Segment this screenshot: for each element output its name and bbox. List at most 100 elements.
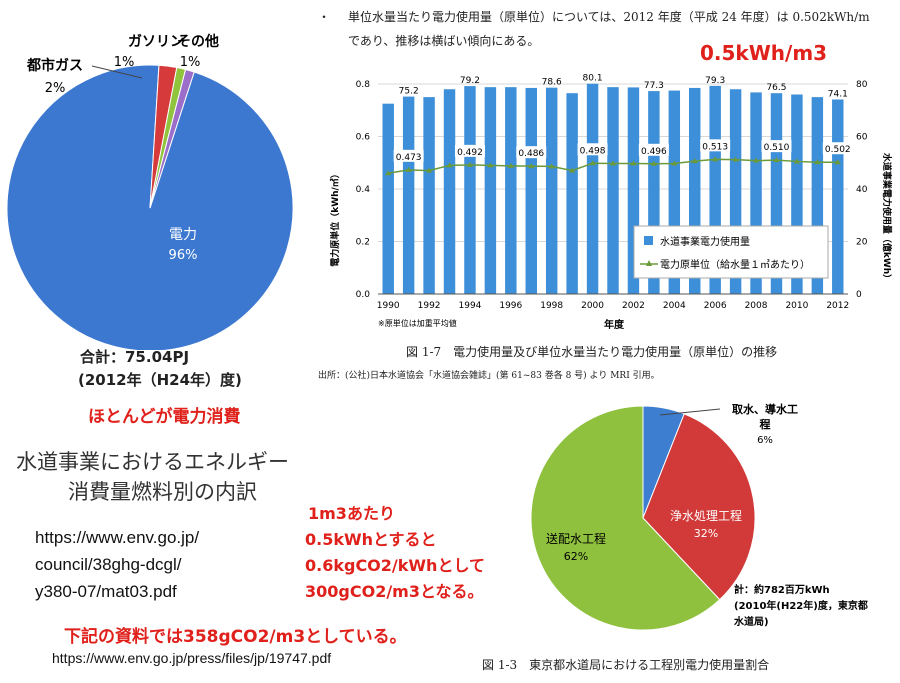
- legend-bar-label: 水道事業電力使用量: [660, 235, 750, 248]
- line-point-2011: [814, 159, 821, 165]
- bullet: ・: [318, 10, 331, 24]
- bar-2000: [586, 83, 599, 294]
- line-label-bg: [393, 149, 424, 162]
- bar-line-chart: 75.2 79.2 78.6 80.1 77.3 79.3 76.5 74.1 0.473 0.…: [329, 74, 893, 331]
- line-label-bg: [638, 143, 669, 156]
- calc-line4: 300gCO2/m3となる。: [305, 582, 484, 601]
- line-point-1991: [405, 166, 412, 172]
- line-point-2000: [589, 160, 596, 166]
- bar-2012: [832, 99, 844, 294]
- bar-2002: [627, 87, 640, 294]
- legend-bar-swatch: [644, 236, 653, 245]
- top-text-line2: であり、推移は横ばい傾向にある。: [348, 34, 540, 48]
- bar-2009: [770, 93, 783, 294]
- line-label-bg: [516, 146, 547, 159]
- calc-line1: 1m3あたり: [308, 504, 395, 523]
- top-text-line1: 単位水量当たり電力使用量（原単位）については、2012 年度（平成 24 年度）…: [348, 10, 870, 24]
- pie1-pct-gasoline: 1%: [114, 55, 135, 70]
- line-point-2001: [610, 160, 616, 166]
- highlight-value: 0.5kWh/m3: [700, 41, 828, 65]
- bar-1993: [443, 89, 456, 294]
- pie1-label-citygas: 都市ガス: [26, 57, 83, 74]
- bar-label-1994: 79.2: [460, 76, 480, 86]
- ytick-right: 80: [856, 80, 868, 90]
- bar-1994: [464, 86, 476, 294]
- line-label-bg: [700, 139, 731, 152]
- xtick-1998: 1998: [540, 301, 563, 311]
- calc-line2: 0.5kWhとすると: [305, 530, 437, 549]
- title-line1: 水道事業におけるエネルギー: [16, 450, 289, 474]
- pie2-caption: 図 1-3 東京都水道局における工程別電力使用量割合: [482, 658, 770, 672]
- bar-2008: [750, 92, 762, 295]
- bar-1995: [484, 87, 497, 295]
- xtick-2010: 2010: [785, 301, 808, 311]
- pie2-pct-intake: 6%: [757, 435, 773, 446]
- ytick-right: 20: [856, 238, 868, 248]
- pie1-label-elec: 電力: [169, 227, 197, 243]
- line-point-2009: [773, 157, 780, 163]
- bar-label-2006: 79.3: [705, 76, 725, 86]
- line-label-bg: [761, 140, 792, 153]
- xtick-2006: 2006: [704, 301, 727, 311]
- ytick-left: 0.4: [356, 185, 371, 195]
- url1-line2[interactable]: council/38ghg-dcgl/: [35, 555, 182, 574]
- pie-chart-fuel: ガソリン 1% その他 1% 都市ガス 2% 電力 96%: [6, 33, 294, 350]
- line-label-bg: [577, 143, 608, 156]
- pie1-leader-citygas: [91, 65, 143, 79]
- line-label-2003: 0.496: [641, 147, 667, 157]
- line-point-1993: [446, 162, 453, 168]
- pie2-label-purify: 浄水処理工程: [670, 508, 742, 523]
- pie2-slice-purify: [642, 413, 756, 601]
- bar-label-2012: 74.1: [828, 89, 848, 99]
- pie1-year: (2012年（H24年）度): [78, 371, 242, 389]
- pie2-label-intake: 取水、導水工: [732, 402, 798, 416]
- xtick-2004: 2004: [663, 301, 686, 311]
- pie2-leader-intake: [659, 408, 721, 416]
- ytick-left: 0.6: [356, 133, 371, 143]
- pie1-label-gasoline: ガソリン: [128, 34, 184, 50]
- xtick-1992: 1992: [418, 301, 441, 311]
- pie2-slice-distribution: [530, 405, 721, 631]
- pie2-note3: 水道局): [733, 615, 769, 628]
- line-label-1994: 0.492: [457, 148, 483, 158]
- line-point-2003: [650, 160, 657, 166]
- ytick-left: 0.2: [356, 238, 370, 248]
- bar-2011: [811, 97, 824, 294]
- pie2-label-dist: 送配水工程: [546, 531, 606, 546]
- line-label-1997: 0.486: [518, 149, 544, 159]
- pie2-note2: (2010年(H22年)度，東京都: [734, 599, 868, 612]
- chart-caption: 図 1-7 電力使用量及び単位水量当たり電力使用量（原単位）の推移: [406, 345, 778, 359]
- line-point-1998: [548, 163, 555, 169]
- url2[interactable]: https://www.env.go.jp/press/files/jp/197…: [52, 650, 332, 666]
- pie2-pct-purify: 32%: [694, 527, 718, 540]
- bar-label-2009: 76.5: [766, 83, 786, 93]
- ytick-right: 0: [856, 290, 862, 300]
- xtick-1990: 1990: [377, 301, 400, 311]
- pie-chart-process: 取水、導水工 程 6% 浄水処理工程 32% 送配水工程 62% 計：約782百…: [530, 402, 868, 631]
- ytick-left: 0.8: [356, 80, 371, 90]
- line-point-1997: [528, 163, 535, 169]
- ytick-right: 40: [856, 185, 868, 195]
- line-point-2005: [691, 158, 698, 164]
- pie1-pct-citygas: 2%: [45, 81, 66, 96]
- line-point-2010: [793, 158, 800, 164]
- xtick-2012: 2012: [826, 301, 849, 311]
- bar-label-1991: 75.2: [399, 87, 419, 97]
- bar-2010: [791, 94, 803, 294]
- bar-2006: [709, 85, 721, 295]
- url1-line1[interactable]: https://www.env.go.jp/: [35, 528, 200, 547]
- xtick-1994: 1994: [459, 301, 482, 311]
- bar-label-1998: 78.6: [542, 78, 562, 88]
- url1-line3[interactable]: y380-07/mat03.pdf: [35, 582, 177, 601]
- legend-box: [633, 225, 829, 279]
- bar-1990: [382, 103, 394, 294]
- ylabel-left: 電力原単位（kWh/㎥）: [329, 169, 341, 267]
- line-label-2000: 0.498: [580, 146, 606, 156]
- xtick-2002: 2002: [622, 301, 645, 311]
- bar-2003: [648, 91, 660, 295]
- bar-label-2003: 77.3: [644, 81, 664, 91]
- footnote: ※原単位は加重平均値: [378, 318, 457, 328]
- line-point-1992: [426, 167, 433, 173]
- line-point-2008: [753, 157, 760, 163]
- line-point-2006: [712, 156, 719, 162]
